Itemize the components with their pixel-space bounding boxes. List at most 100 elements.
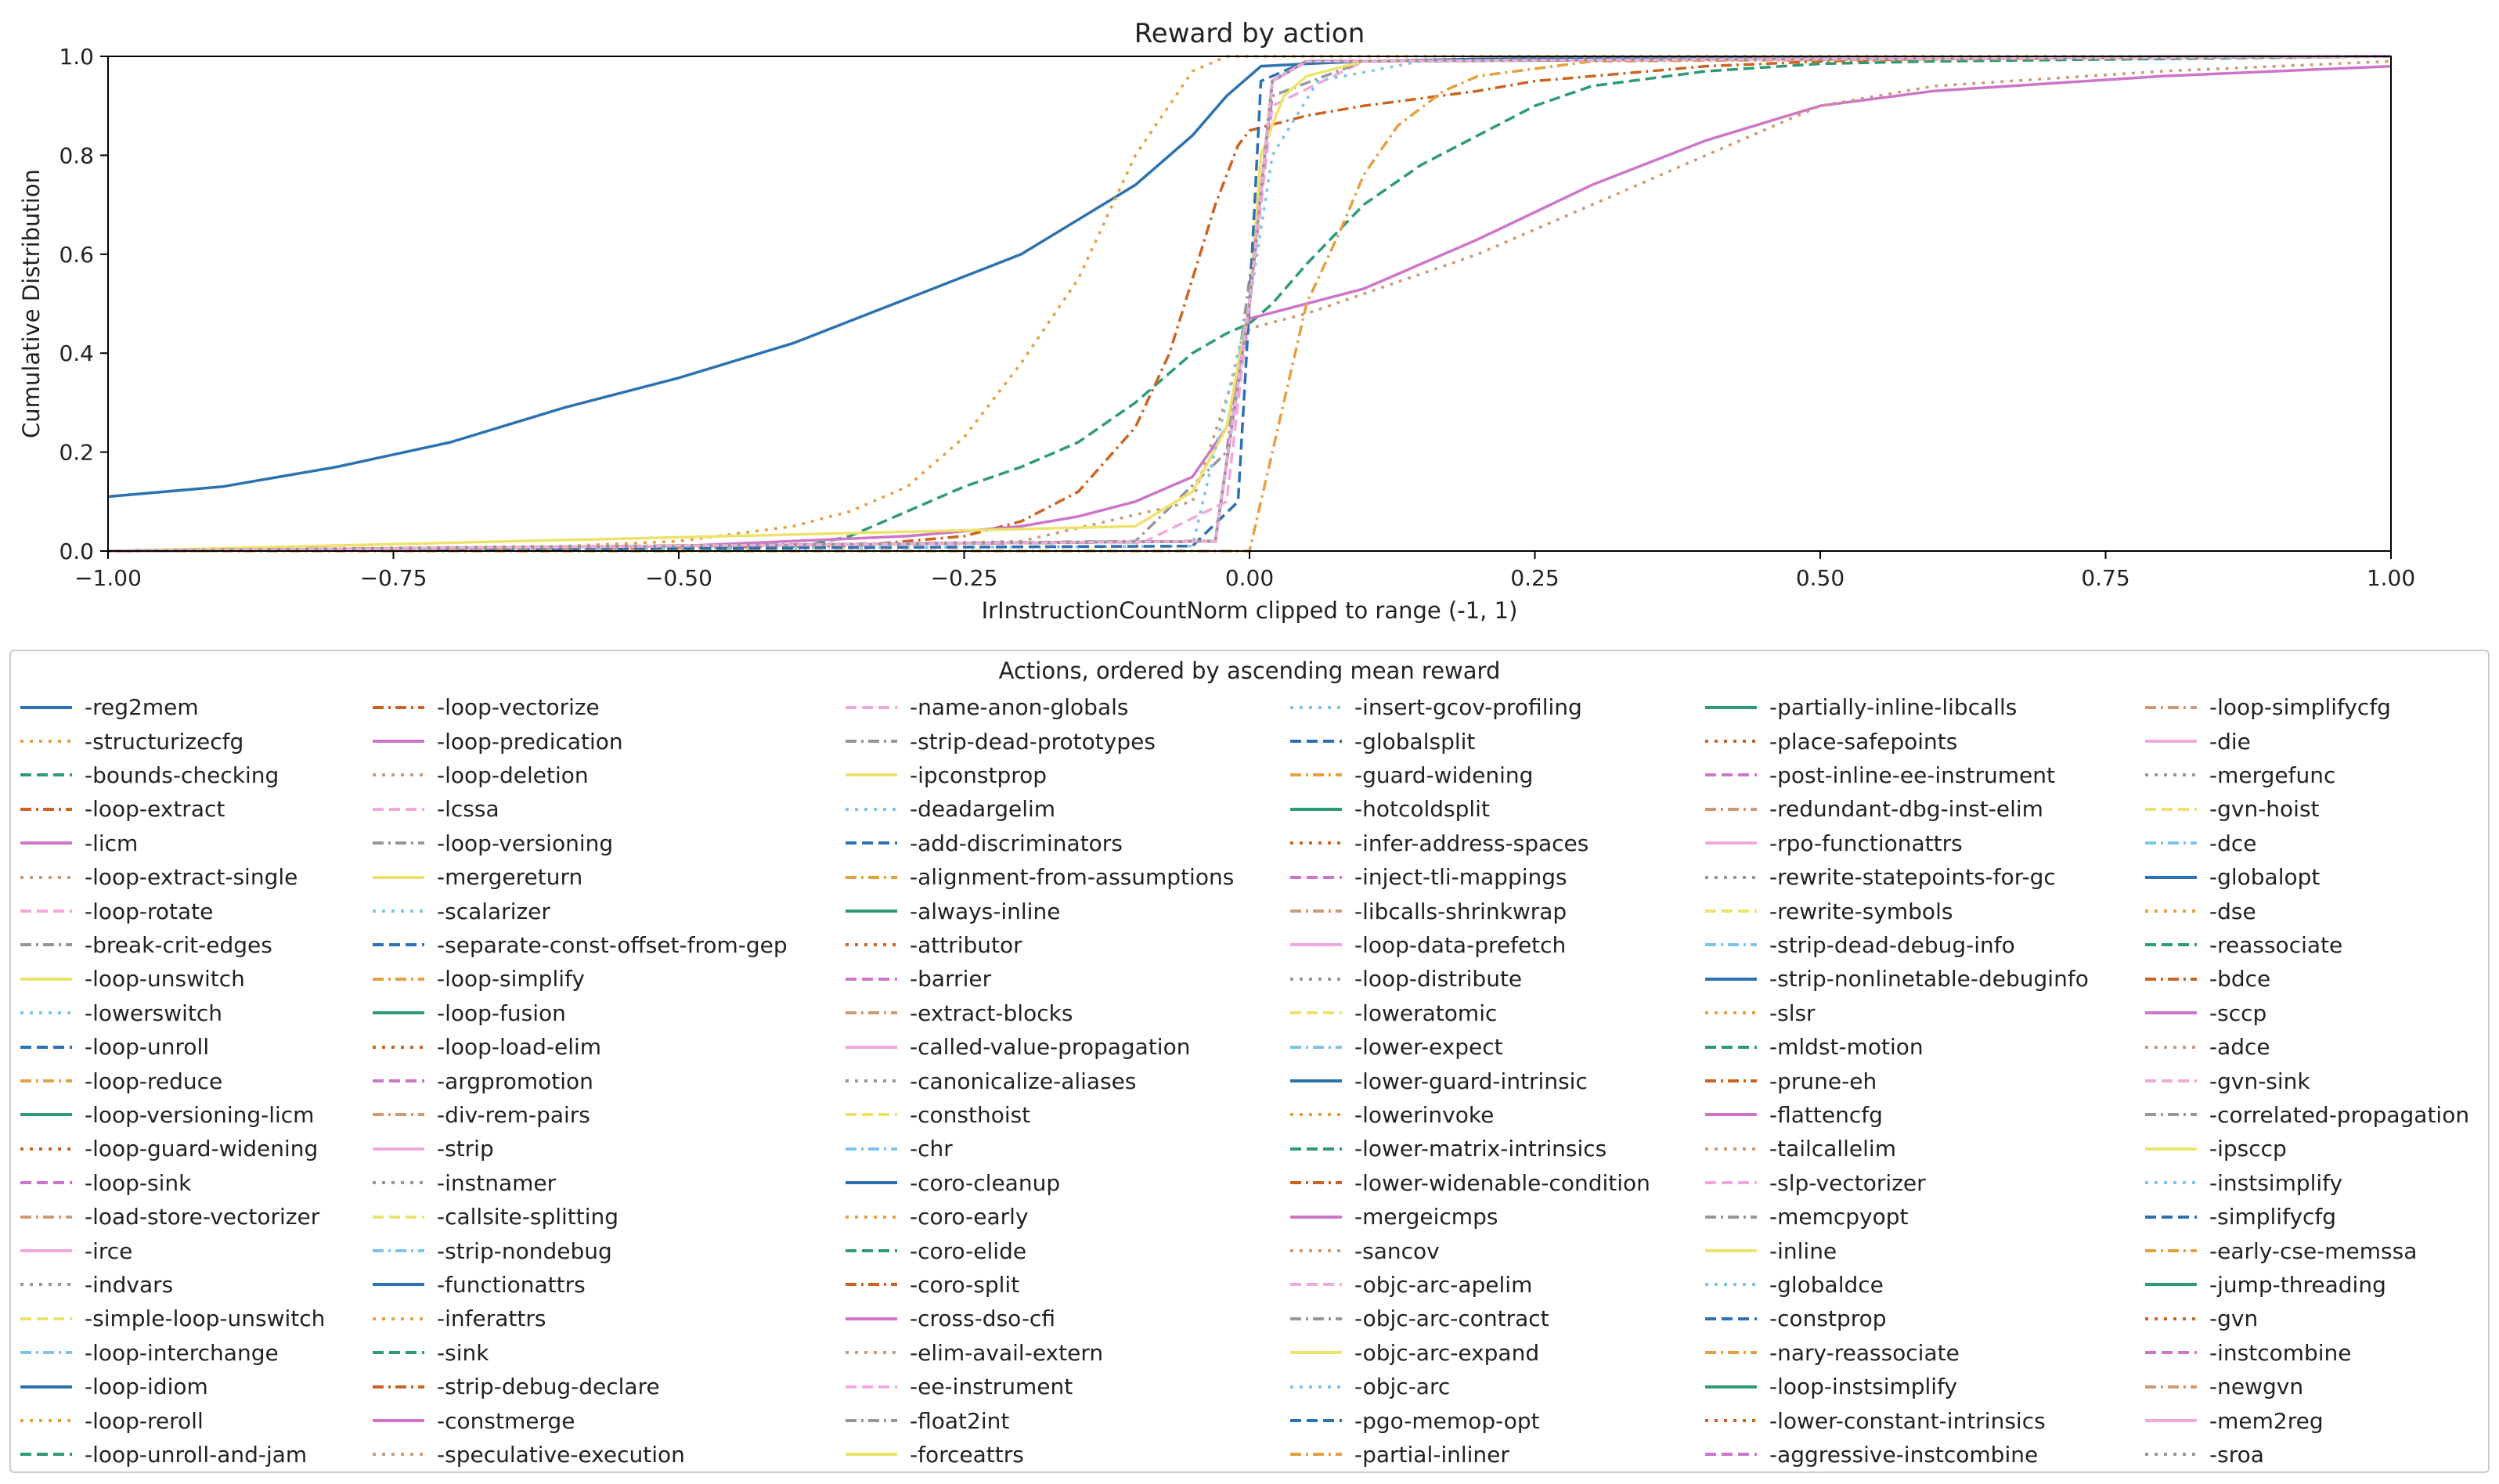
legend-line-swatch — [373, 1215, 424, 1219]
x-axis: −1.00 −0.75 −0.50 −0.25 0.00 0.25 0.50 0.75 1.00 — [74, 551, 2415, 591]
legend-item: -coro-elide — [844, 1234, 1026, 1267]
legend-item: -lower-matrix-intrinsics — [1289, 1132, 1606, 1165]
legend-item: -lower-guard-intrinsic — [1289, 1064, 1588, 1097]
legend-label: -instsimplify — [2209, 1169, 2343, 1196]
legend-label: -partially-inline-libcalls — [1769, 694, 2018, 721]
legend-line-swatch — [373, 1113, 424, 1117]
legend-item: -strip-debug-declare — [371, 1370, 660, 1403]
legend-line-swatch — [2145, 1215, 2197, 1219]
legend-line-swatch — [846, 740, 897, 744]
legend-label: -lower-matrix-intrinsics — [1354, 1136, 1607, 1162]
legend-item: -tailcallelim — [1704, 1132, 1896, 1165]
legend-line-swatch — [20, 1181, 72, 1185]
legend-label: -hotcoldsplit — [1354, 796, 1490, 823]
legend-line-swatch — [373, 1011, 424, 1015]
legend-item: -objc-arc — [1289, 1370, 1450, 1403]
legend-item: -attributor — [844, 928, 1022, 962]
legend-line-swatch — [1290, 1215, 1342, 1219]
legend-label: -gvn — [2209, 1306, 2259, 1332]
legend-line-swatch — [2145, 807, 2197, 811]
legend-line-swatch — [846, 943, 897, 947]
legend-line-swatch — [1705, 773, 1757, 777]
plot-lines — [107, 55, 2392, 553]
legend-item: -correlated-propagation — [2144, 1098, 2469, 1132]
legend-line-swatch — [20, 977, 72, 981]
legend-label: -post-inline-ee-instrument — [1769, 762, 2055, 788]
legend-label: -slp-vectorizer — [1769, 1169, 1926, 1196]
legend-line-swatch — [846, 1215, 897, 1219]
legend-label: -instnamer — [437, 1169, 557, 1196]
legend-item: -called-value-propagation — [844, 1030, 1190, 1064]
legend-line-swatch — [1705, 1249, 1757, 1253]
legend-label: -lower-expect — [1354, 1034, 1503, 1061]
legend-line-swatch — [20, 1113, 72, 1117]
legend-label: -strip-dead-debug-info — [1769, 931, 2015, 958]
legend-label: -simplifycfg — [2209, 1204, 2337, 1230]
legend-line-swatch — [373, 875, 424, 879]
legend-line-swatch — [846, 1385, 897, 1389]
legend-line-swatch — [373, 1385, 424, 1389]
legend-line-swatch — [846, 1283, 897, 1287]
legend-line-swatch — [846, 909, 897, 913]
legend-line-swatch — [1290, 875, 1342, 879]
legend-line-swatch — [1705, 909, 1757, 913]
legend-item: -strip-nondebug — [371, 1234, 612, 1267]
legend-line-swatch — [846, 1317, 897, 1320]
legend-line-swatch — [373, 1453, 424, 1457]
legend-label: -constprop — [1769, 1306, 1887, 1332]
legend-label: -inline — [1769, 1237, 1837, 1264]
legend-label: -loop-reduce — [85, 1068, 223, 1094]
legend-line-swatch — [1290, 1147, 1342, 1151]
legend-line-swatch — [846, 705, 897, 709]
legend-item: -loop-versioning — [371, 827, 613, 860]
legend-line-swatch — [1290, 1079, 1342, 1083]
legend-label: -guard-widening — [1354, 762, 1534, 788]
legend-label: -loop-reroll — [85, 1407, 204, 1434]
legend-line-swatch — [20, 1453, 72, 1457]
legend-line-swatch — [373, 740, 424, 744]
legend-label: -loop-load-elim — [437, 1034, 602, 1061]
legend-label: -forceattrs — [910, 1441, 1024, 1468]
y-tick-label: 0.2 — [59, 440, 94, 466]
legend-label: -reassociate — [2209, 931, 2343, 958]
legend-line-swatch — [2145, 1419, 2197, 1423]
legend-label: -correlated-propagation — [2209, 1101, 2470, 1128]
legend-item: -barrier — [844, 962, 991, 996]
legend-line-swatch — [20, 1079, 72, 1083]
legend-line-swatch — [1705, 943, 1757, 947]
legend-line-swatch — [1705, 841, 1757, 845]
legend-label: -loop-simplify — [437, 966, 585, 992]
legend-label: -loop-idiom — [85, 1374, 208, 1400]
legend-item: -instnamer — [371, 1166, 556, 1200]
legend-label: -deadargelim — [910, 796, 1056, 823]
legend-label: -callsite-splitting — [437, 1204, 619, 1230]
x-tick-label: −1.00 — [74, 565, 142, 591]
legend-label: -lower-widenable-condition — [1354, 1169, 1650, 1196]
legend-label: -mem2reg — [2209, 1407, 2324, 1434]
legend-line-swatch — [1290, 1045, 1342, 1049]
legend-item: -coro-split — [844, 1268, 1019, 1302]
y-tick-label: 1.0 — [59, 44, 94, 70]
legend-line-swatch — [1705, 1113, 1757, 1117]
legend-item: -inferattrs — [371, 1302, 546, 1335]
legend-label: -strip-debug-declare — [437, 1374, 660, 1400]
legend-label: -newgvn — [2209, 1374, 2304, 1400]
legend-item: -structurizecfg — [19, 724, 243, 758]
legend-line-swatch — [1290, 807, 1342, 811]
legend-item: -memcpyopt — [1704, 1200, 1909, 1234]
legend-item: -load-store-vectorizer — [19, 1200, 319, 1234]
legend-item: -consthoist — [844, 1098, 1030, 1132]
legend-line-swatch — [1290, 909, 1342, 913]
legend-label: -dse — [2209, 898, 2256, 924]
legend-label: -loop-simplifycfg — [2209, 694, 2391, 721]
legend-line-swatch — [2145, 1011, 2197, 1015]
legend-label: -functionattrs — [437, 1271, 586, 1298]
legend-line-swatch — [20, 1419, 72, 1423]
legend-item: -loop-predication — [371, 724, 623, 758]
legend-item: -rewrite-symbols — [1704, 894, 1953, 928]
legend-label: -globalsplit — [1354, 728, 1476, 755]
legend-item: -insert-gcov-profiling — [1289, 690, 1582, 724]
legend-label: -loop-unswitch — [85, 966, 245, 992]
legend-line-swatch — [20, 1249, 72, 1253]
legend-label: -nary-reassociate — [1769, 1339, 1960, 1366]
